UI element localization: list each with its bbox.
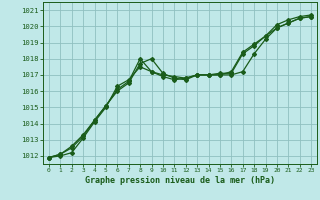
X-axis label: Graphe pression niveau de la mer (hPa): Graphe pression niveau de la mer (hPa) [85, 176, 275, 185]
